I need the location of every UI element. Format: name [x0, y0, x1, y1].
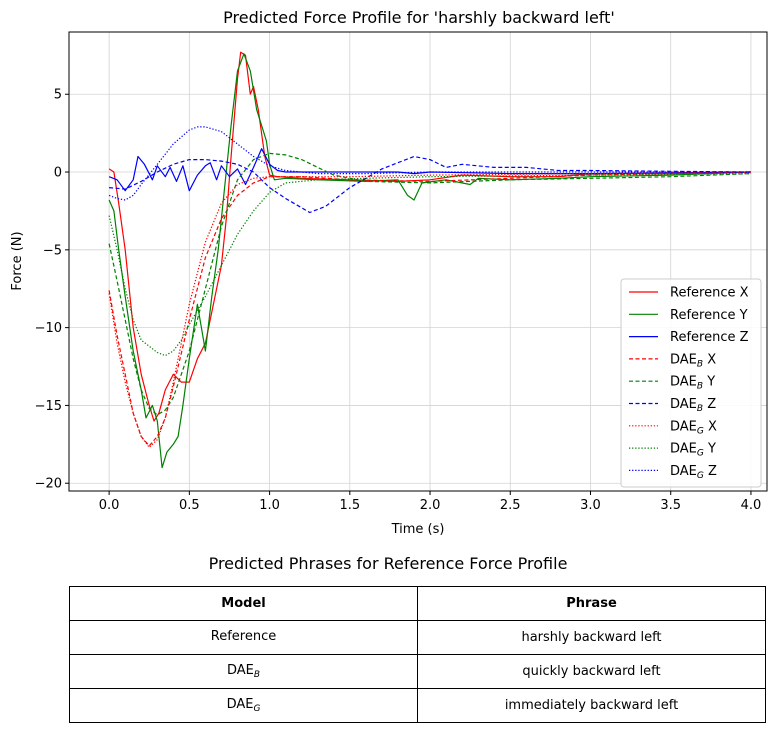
series-line-dae-g-z	[108, 126, 751, 201]
x-tick-label: 3.0	[580, 498, 601, 513]
y-tick-label: 0	[54, 166, 62, 181]
y-tick-label: 5	[54, 88, 62, 103]
model-cell: DAEG	[69, 688, 418, 723]
legend-label: DAEG Z	[670, 464, 717, 481]
phrase-cell: immediately backward left	[417, 688, 766, 723]
header-model: Model	[69, 586, 418, 621]
series-line-dae-g-y	[108, 173, 752, 357]
header-phrase: Phrase	[417, 586, 766, 621]
x-tick-label: 1.5	[339, 498, 360, 513]
y-tick-label: −20	[35, 477, 62, 492]
phrase-cell: harshly backward left	[417, 620, 766, 655]
x-tick-label: 2.0	[420, 498, 441, 513]
table-row: DAEB quickly backward left	[69, 654, 766, 689]
x-tick-label: 1.0	[259, 498, 280, 513]
plot-area-frame	[68, 31, 768, 492]
legend-label: DAEG X	[670, 419, 717, 436]
x-tick-label: 2.5	[500, 498, 521, 513]
y-tick-label: −15	[35, 399, 62, 414]
legend-label: DAEG Y	[670, 442, 716, 459]
table-row: Reference harshly backward left	[69, 620, 766, 655]
x-tick-label: 4.0	[741, 498, 762, 513]
legend-label: DAEB X	[670, 352, 716, 369]
legend-label: Reference Y	[670, 308, 748, 323]
x-tick-label: 3.5	[660, 498, 681, 513]
legend-box	[620, 278, 762, 488]
phrases-table: Model Phrase Reference harshly backward …	[69, 586, 766, 723]
series-line-dae-b-z	[109, 155, 752, 214]
chart-legend: Reference X Reference Y Reference Z DAEB X D…	[620, 278, 762, 488]
legend-label: Reference X	[670, 286, 749, 301]
x-tick-label: 0.5	[179, 498, 200, 513]
y-tick-label: −10	[35, 321, 62, 336]
phrase-cell: quickly backward left	[417, 654, 766, 689]
legend-label: DAEB Z	[670, 397, 716, 414]
model-cell: Reference	[69, 620, 418, 655]
series-line-reference-x	[108, 51, 752, 422]
table-title: Predicted Phrases for Reference Force Pr…	[208, 554, 568, 573]
data-series	[108, 51, 752, 469]
table-row: DAEG immediately backward left	[69, 688, 766, 723]
chart-title: Predicted Force Profile for 'harshly bac…	[223, 8, 615, 27]
axis-ticks: 0.0 0.5 1.0 1.5 2.0 2.5 3.0 3.5 4.0 5 0 −5 −10 −15 −20	[35, 88, 762, 513]
series-line-reference-z	[108, 148, 752, 192]
series-line-dae-b-y	[108, 152, 752, 416]
legend-label: DAEB Y	[670, 375, 715, 392]
x-axis-label: Time (s)	[391, 522, 445, 537]
table-header-row: Model Phrase	[69, 586, 766, 621]
legend-label: Reference Z	[670, 330, 749, 345]
y-axis-label: Force (N)	[10, 231, 25, 290]
model-cell: DAEB	[69, 654, 418, 689]
force-profile-chart: Predicted Force Profile for 'harshly bac…	[10, 8, 768, 537]
series-line-reference-y	[108, 53, 752, 469]
x-tick-label: 0.0	[99, 498, 120, 513]
y-tick-label: −5	[43, 243, 62, 258]
